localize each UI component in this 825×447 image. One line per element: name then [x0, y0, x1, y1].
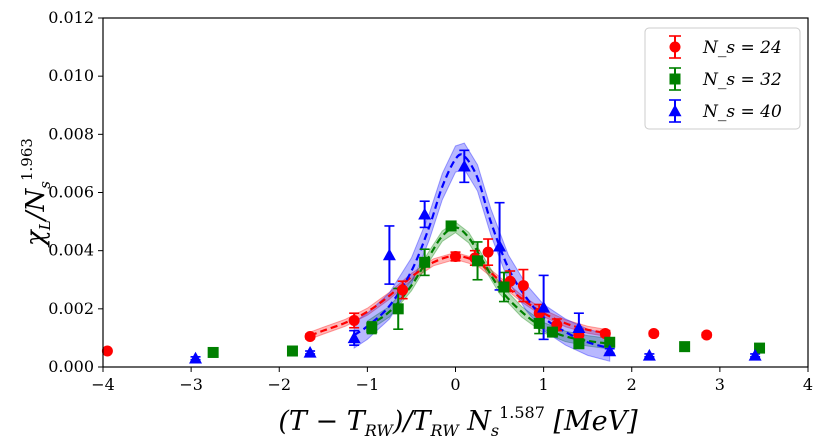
y-tick-label: 0.010: [48, 66, 94, 85]
legend: N_s = 24 N_s = 32 N_s = 40: [644, 27, 801, 130]
data-point-triangle: [382, 248, 396, 261]
data-point-circle: [482, 246, 494, 258]
legend-marker-square: [669, 73, 681, 85]
data-point-circle: [348, 314, 360, 326]
legend-marker-circle: [669, 41, 681, 53]
data-point-circle: [701, 329, 713, 341]
legend-box: [644, 27, 801, 130]
data-point-square: [392, 303, 404, 315]
data-point-square: [533, 317, 545, 329]
data-point-circle: [397, 284, 409, 296]
data-point-square: [546, 326, 558, 338]
y-tick-label: 0.012: [48, 8, 94, 27]
data-point-square: [419, 256, 431, 268]
data-point-circle: [101, 345, 113, 357]
legend-label-triangle: N_s = 40: [702, 102, 782, 122]
data-point-triangle: [642, 348, 656, 361]
data-point-triangle: [493, 239, 507, 252]
data-point-triangle: [572, 321, 586, 333]
x-tick-label: 0: [450, 375, 460, 394]
y-tick-label: 0.008: [48, 124, 94, 143]
data-point-square: [472, 255, 484, 267]
x-tick-label: −4: [91, 375, 115, 394]
data-point-circle: [304, 330, 316, 342]
data-point-square: [573, 338, 585, 350]
data-point-triangle: [603, 344, 617, 357]
data-point-triangle: [303, 345, 317, 358]
data-point-circle: [517, 280, 529, 292]
y-tick-label: 0.002: [48, 299, 94, 318]
data-point-square: [604, 336, 616, 348]
x-axis-ticks: −4 −3 −2 −1 0 1 2 3 4: [91, 367, 813, 394]
data-point-triangle: [347, 331, 361, 344]
legend-marker-triangle: [668, 104, 682, 117]
data-point-square: [498, 281, 510, 293]
data-points: [101, 159, 766, 364]
data-point-square: [679, 341, 691, 353]
x-tick-label: 3: [715, 375, 725, 394]
data-point-square: [366, 322, 378, 334]
y-tick-label: 0.006: [48, 183, 94, 202]
data-point-square: [754, 342, 766, 354]
data-point-triangle: [457, 159, 471, 172]
legend-label-circle: N_s = 24: [702, 38, 782, 58]
data-point-triangle: [748, 348, 762, 361]
x-tick-label: 4: [803, 375, 813, 394]
x-tick-label: −1: [356, 375, 380, 394]
y-tick-label: 0.004: [48, 241, 94, 260]
legend-label-square: N_s = 32: [702, 70, 782, 90]
data-point-square: [207, 346, 219, 358]
data-point-circle: [599, 328, 611, 340]
data-point-circle: [450, 250, 461, 262]
x-tick-label: −2: [267, 375, 291, 394]
data-point-square: [286, 345, 298, 357]
data-point-triangle: [189, 351, 203, 364]
data-point-triangle: [537, 300, 551, 313]
x-tick-label: 2: [627, 375, 637, 394]
x-tick-label: 1: [539, 375, 549, 394]
data-point-square: [445, 220, 457, 232]
data-point-triangle: [418, 207, 432, 220]
y-tick-label: 0.000: [48, 357, 94, 376]
data-point-circle: [648, 328, 660, 340]
y-axis-label: χL/Ns1.963: [18, 138, 54, 248]
x-axis-label: (T − TRW)/TRW Ns1.587 [MeV]: [278, 403, 638, 440]
x-tick-label: −3: [179, 375, 203, 394]
fit-band-triangle: [353, 142, 611, 362]
y-axis-ticks: 0.000 0.002 0.004 0.006 0.008 0.010 0.012: [48, 8, 103, 376]
